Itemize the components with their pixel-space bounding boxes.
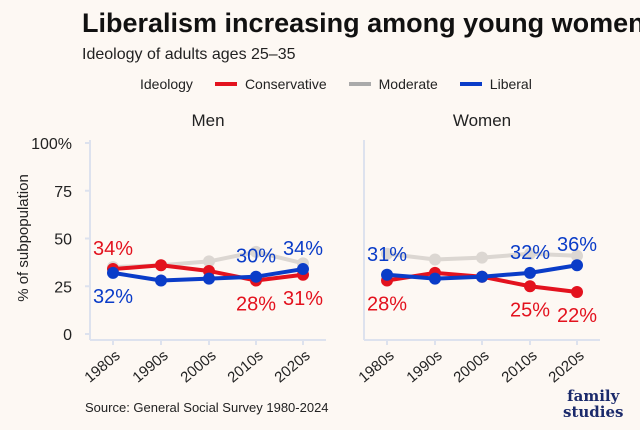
- point-conservative: [571, 285, 583, 298]
- point-liberal: [297, 263, 309, 276]
- data-label-conservative: 31%: [283, 288, 323, 310]
- y-tick-label: 25: [54, 279, 72, 296]
- point-moderate: [381, 247, 393, 260]
- point-liberal: [524, 266, 536, 279]
- point-liberal: [250, 270, 262, 283]
- panel-title: Men: [191, 111, 224, 130]
- x-tick-label: 1980s: [81, 347, 123, 386]
- y-tick-label: 100%: [31, 136, 72, 153]
- x-tick-label: 2020s: [545, 347, 587, 386]
- point-moderate: [250, 245, 262, 258]
- data-label-conservative: 25%: [510, 299, 550, 321]
- x-tick-label: 1990s: [129, 347, 171, 386]
- point-liberal: [107, 266, 119, 279]
- y-tick-label: 75: [54, 184, 72, 201]
- y-axis-label: % of subpopulation: [15, 174, 32, 302]
- data-label-liberal: 34%: [283, 238, 323, 260]
- chart-title: Liberalism increasing among young women: [82, 8, 640, 38]
- point-liberal: [429, 272, 441, 285]
- point-liberal: [155, 274, 167, 287]
- legend-conservative: Conservative: [244, 76, 327, 92]
- data-label-conservative: 28%: [236, 294, 276, 316]
- x-tick-label: 1990s: [403, 347, 445, 386]
- x-tick-label: 2010s: [224, 347, 266, 386]
- legend-liberal: Liberal: [489, 76, 532, 92]
- y-tick-label: 0: [63, 327, 72, 344]
- legend-moderate: Moderate: [378, 76, 438, 92]
- point-liberal: [203, 272, 215, 285]
- data-label-conservative: 28%: [367, 294, 407, 316]
- panel-title: Women: [453, 111, 511, 130]
- data-label-liberal: 30%: [236, 246, 276, 268]
- source-note: Source: General Social Survey 1980-2024: [85, 400, 329, 415]
- point-moderate: [571, 249, 583, 262]
- legend-swatch-moderate: [348, 82, 371, 86]
- point-conservative: [155, 259, 167, 272]
- data-label-liberal: 36%: [557, 234, 597, 256]
- point-moderate: [429, 253, 441, 266]
- legend: Ideology Conservative Moderate Liberal: [140, 76, 532, 92]
- chart-subtitle: Ideology of adults ages 25–35: [82, 46, 296, 63]
- legend-title: Ideology: [140, 76, 193, 92]
- x-tick-label: 2000s: [177, 347, 219, 386]
- x-tick-label: 1980s: [355, 347, 397, 386]
- point-liberal: [381, 268, 393, 281]
- x-tick-label: 2010s: [498, 347, 540, 386]
- point-liberal: [571, 259, 583, 272]
- legend-swatch-conservative: [214, 82, 237, 86]
- point-moderate: [203, 255, 215, 268]
- legend-swatch-liberal: [459, 82, 482, 86]
- data-label-liberal: 32%: [510, 242, 550, 264]
- data-label-liberal: 31%: [367, 244, 407, 266]
- data-label-conservative: 34%: [93, 238, 133, 260]
- point-moderate: [476, 251, 488, 264]
- point-moderate: [524, 247, 536, 260]
- point-liberal: [476, 270, 488, 283]
- data-label-conservative: 22%: [557, 305, 597, 327]
- x-tick-label: 2000s: [450, 347, 492, 386]
- x-tick-label: 2020s: [271, 347, 313, 386]
- y-tick-label: 50: [54, 232, 72, 249]
- family-studies-logo: family studies: [563, 387, 624, 421]
- point-conservative: [524, 280, 536, 293]
- data-label-liberal: 32%: [93, 286, 133, 308]
